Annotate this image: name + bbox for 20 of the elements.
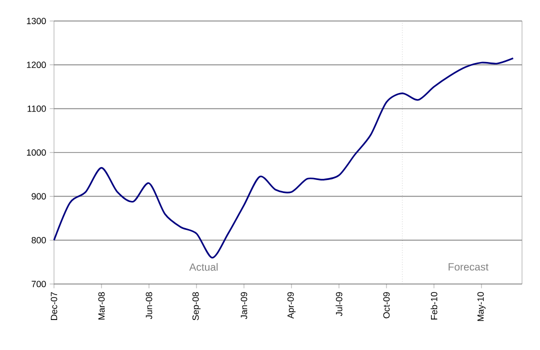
- x-tick-label: Oct-09: [383, 292, 390, 318]
- y-tick-label: 900: [32, 193, 46, 200]
- annotation: Actual: [189, 263, 218, 271]
- x-tick-label: Jun-08: [146, 292, 152, 320]
- x-tick-label: Sep-08: [192, 292, 201, 320]
- y-tick-label: 800: [32, 236, 46, 244]
- x-tick-label: Feb-10: [430, 292, 438, 320]
- x-tick-label: Mar-08: [98, 292, 105, 320]
- line-series: [53, 57, 514, 258]
- x-tick-label: Dec-07: [50, 292, 58, 320]
- y-tick-label: 1300: [26, 18, 46, 24]
- x-tick-label: Jan-09: [240, 292, 248, 320]
- x-tick-label: May-10: [477, 292, 486, 321]
- annotation: Forecast: [448, 263, 488, 271]
- x-tick-label: Jul-09: [336, 292, 342, 316]
- x-tick-label: Apr-09: [287, 292, 296, 319]
- y-tick-label: 700: [32, 280, 46, 288]
- y-tick-label: 1200: [26, 62, 46, 68]
- y-tick-label: 1000: [26, 149, 46, 156]
- y-tick-label: 1100: [28, 105, 46, 112]
